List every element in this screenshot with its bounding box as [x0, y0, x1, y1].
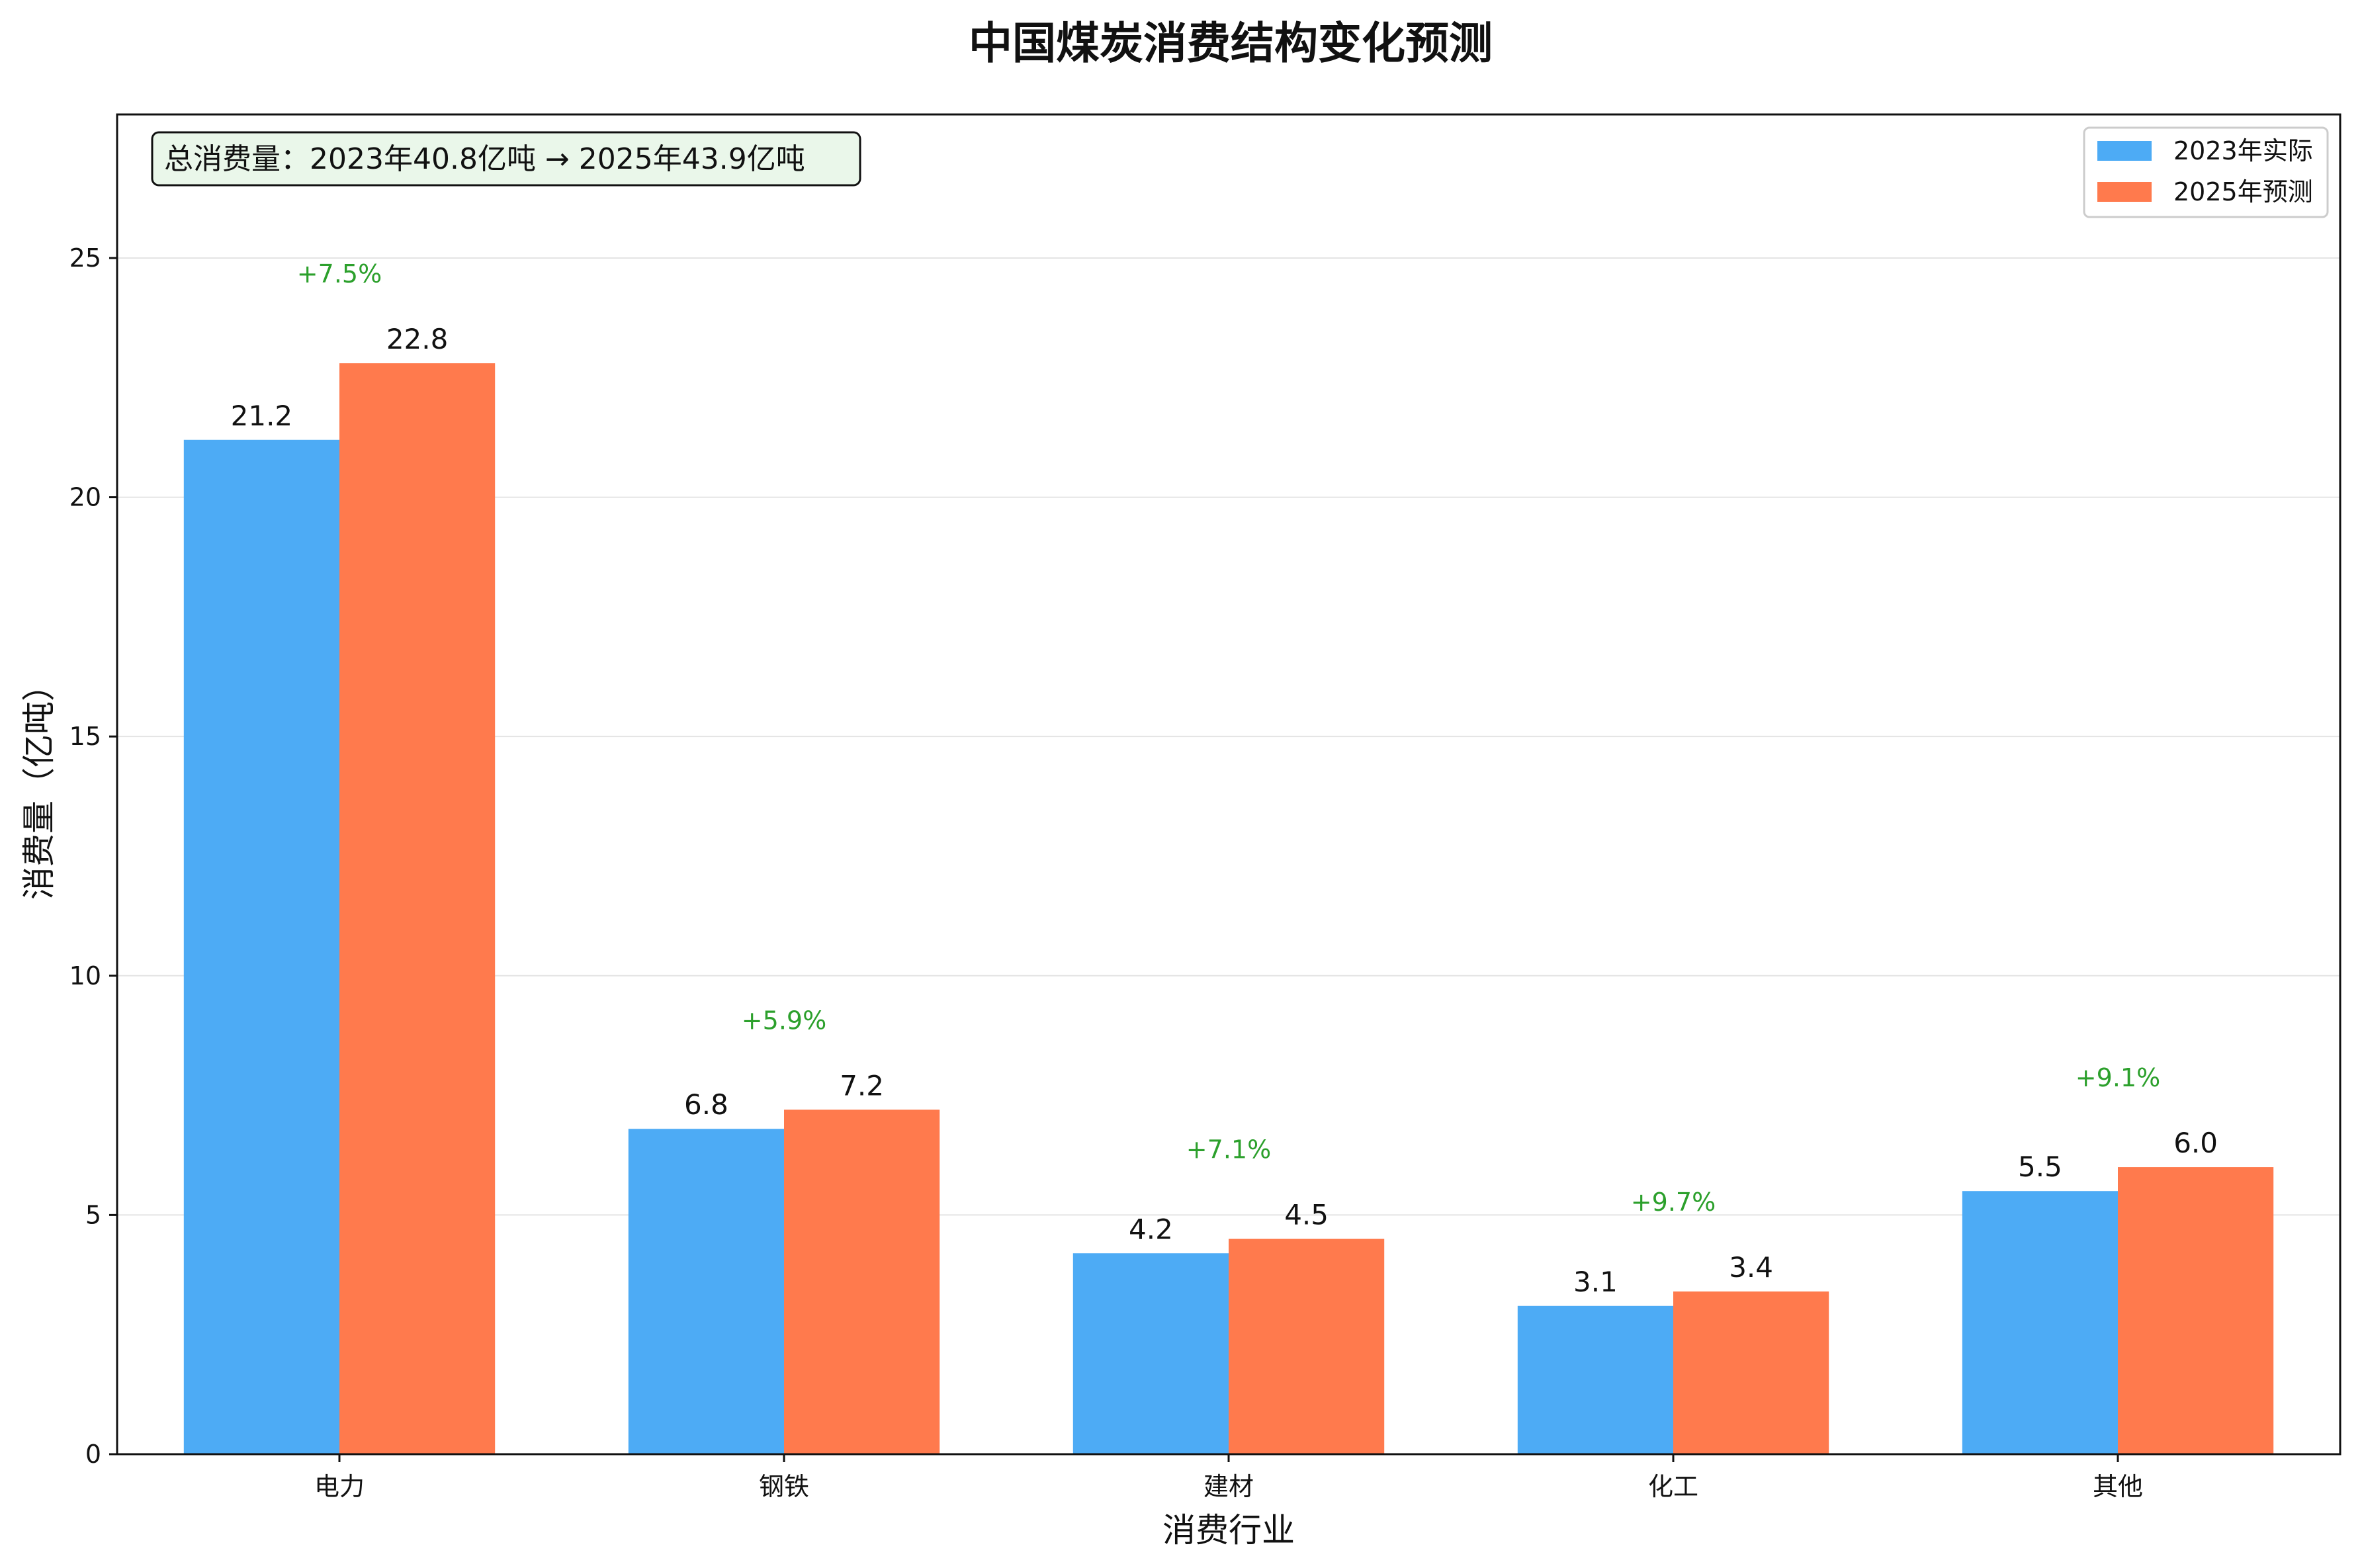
bar-value-label: 5.5 [2018, 1151, 2062, 1183]
x-tick-label: 钢铁 [759, 1472, 809, 1501]
growth-label: +5.9% [742, 1006, 826, 1035]
bar-2023-0 [183, 439, 339, 1455]
bar-2023-2 [1072, 1253, 1229, 1454]
growth-label: +7.5% [297, 259, 382, 288]
growth-label: +9.1% [2076, 1063, 2160, 1092]
bar-2023-3 [1517, 1305, 1673, 1454]
x-tick-label: 其他 [2093, 1472, 2143, 1501]
annotation-text: 总消费量：2023年40.8亿吨 → 2025年43.9亿吨 [164, 142, 805, 176]
growth-label: +7.1% [1186, 1135, 1271, 1164]
bar-value-label: 3.4 [1729, 1251, 1773, 1284]
bar-2023-1 [628, 1129, 784, 1454]
x-axis-title: 消费行业 [1162, 1511, 1295, 1549]
y-tick-label: 0 [85, 1440, 101, 1469]
y-axis: 0 5 10 15 20 25 [69, 243, 117, 1469]
bar-2025-1 [784, 1110, 940, 1454]
x-axis: 电力 钢铁 建材 化工 其他 [314, 1454, 2143, 1501]
y-tick-label: 20 [69, 483, 101, 512]
bar-value-label: 4.2 [1129, 1213, 1173, 1245]
bar-2023-4 [1962, 1191, 2118, 1454]
x-tick-label: 电力 [314, 1472, 365, 1501]
bar-2025-2 [1229, 1239, 1385, 1454]
x-tick-label: 建材 [1203, 1472, 1254, 1501]
bar-2025-4 [2118, 1167, 2274, 1454]
y-tick-label: 5 [85, 1200, 101, 1229]
bar-value-label: 6.8 [684, 1088, 728, 1121]
bar-2025-3 [1673, 1291, 1829, 1454]
y-tick-label: 10 [69, 961, 101, 990]
y-tick-label: 25 [69, 243, 101, 273]
annotation-box [151, 131, 861, 187]
bar-value-label: 3.1 [1573, 1266, 1618, 1298]
chart-title: 中国煤炭消费结构变化预测 [969, 18, 1493, 69]
bar-value-label: 21.2 [231, 400, 293, 432]
total-annotation: 总消费量：2023年40.8亿吨 → 2025年43.9亿吨 [151, 131, 861, 187]
legend-swatch [2097, 182, 2152, 202]
bar-2025-0 [339, 363, 496, 1454]
bar-value-label: 4.5 [1284, 1199, 1329, 1231]
x-tick-label: 化工 [1648, 1472, 1698, 1501]
legend-swatch [2097, 141, 2152, 161]
legend: 2023年实际 2025年预测 [2083, 126, 2329, 218]
bar-labels: 21.2 22.8 +7.5% 6.8 7.2 +5.9% 4.2 4.5 +7.1% 3.1 3.… [231, 259, 2218, 1298]
bar-value-label: 6.0 [2173, 1127, 2218, 1159]
legend-label: 2023年实际 [2173, 136, 2313, 165]
legend-label: 2025年预测 [2173, 177, 2313, 206]
bar-value-label: 22.8 [386, 323, 449, 355]
bar-value-label: 7.2 [840, 1069, 884, 1102]
y-tick-label: 15 [69, 722, 101, 751]
bars [183, 363, 2274, 1455]
y-axis-title: 消费量（亿吨） [20, 668, 58, 900]
growth-label: +9.7% [1631, 1188, 1716, 1217]
